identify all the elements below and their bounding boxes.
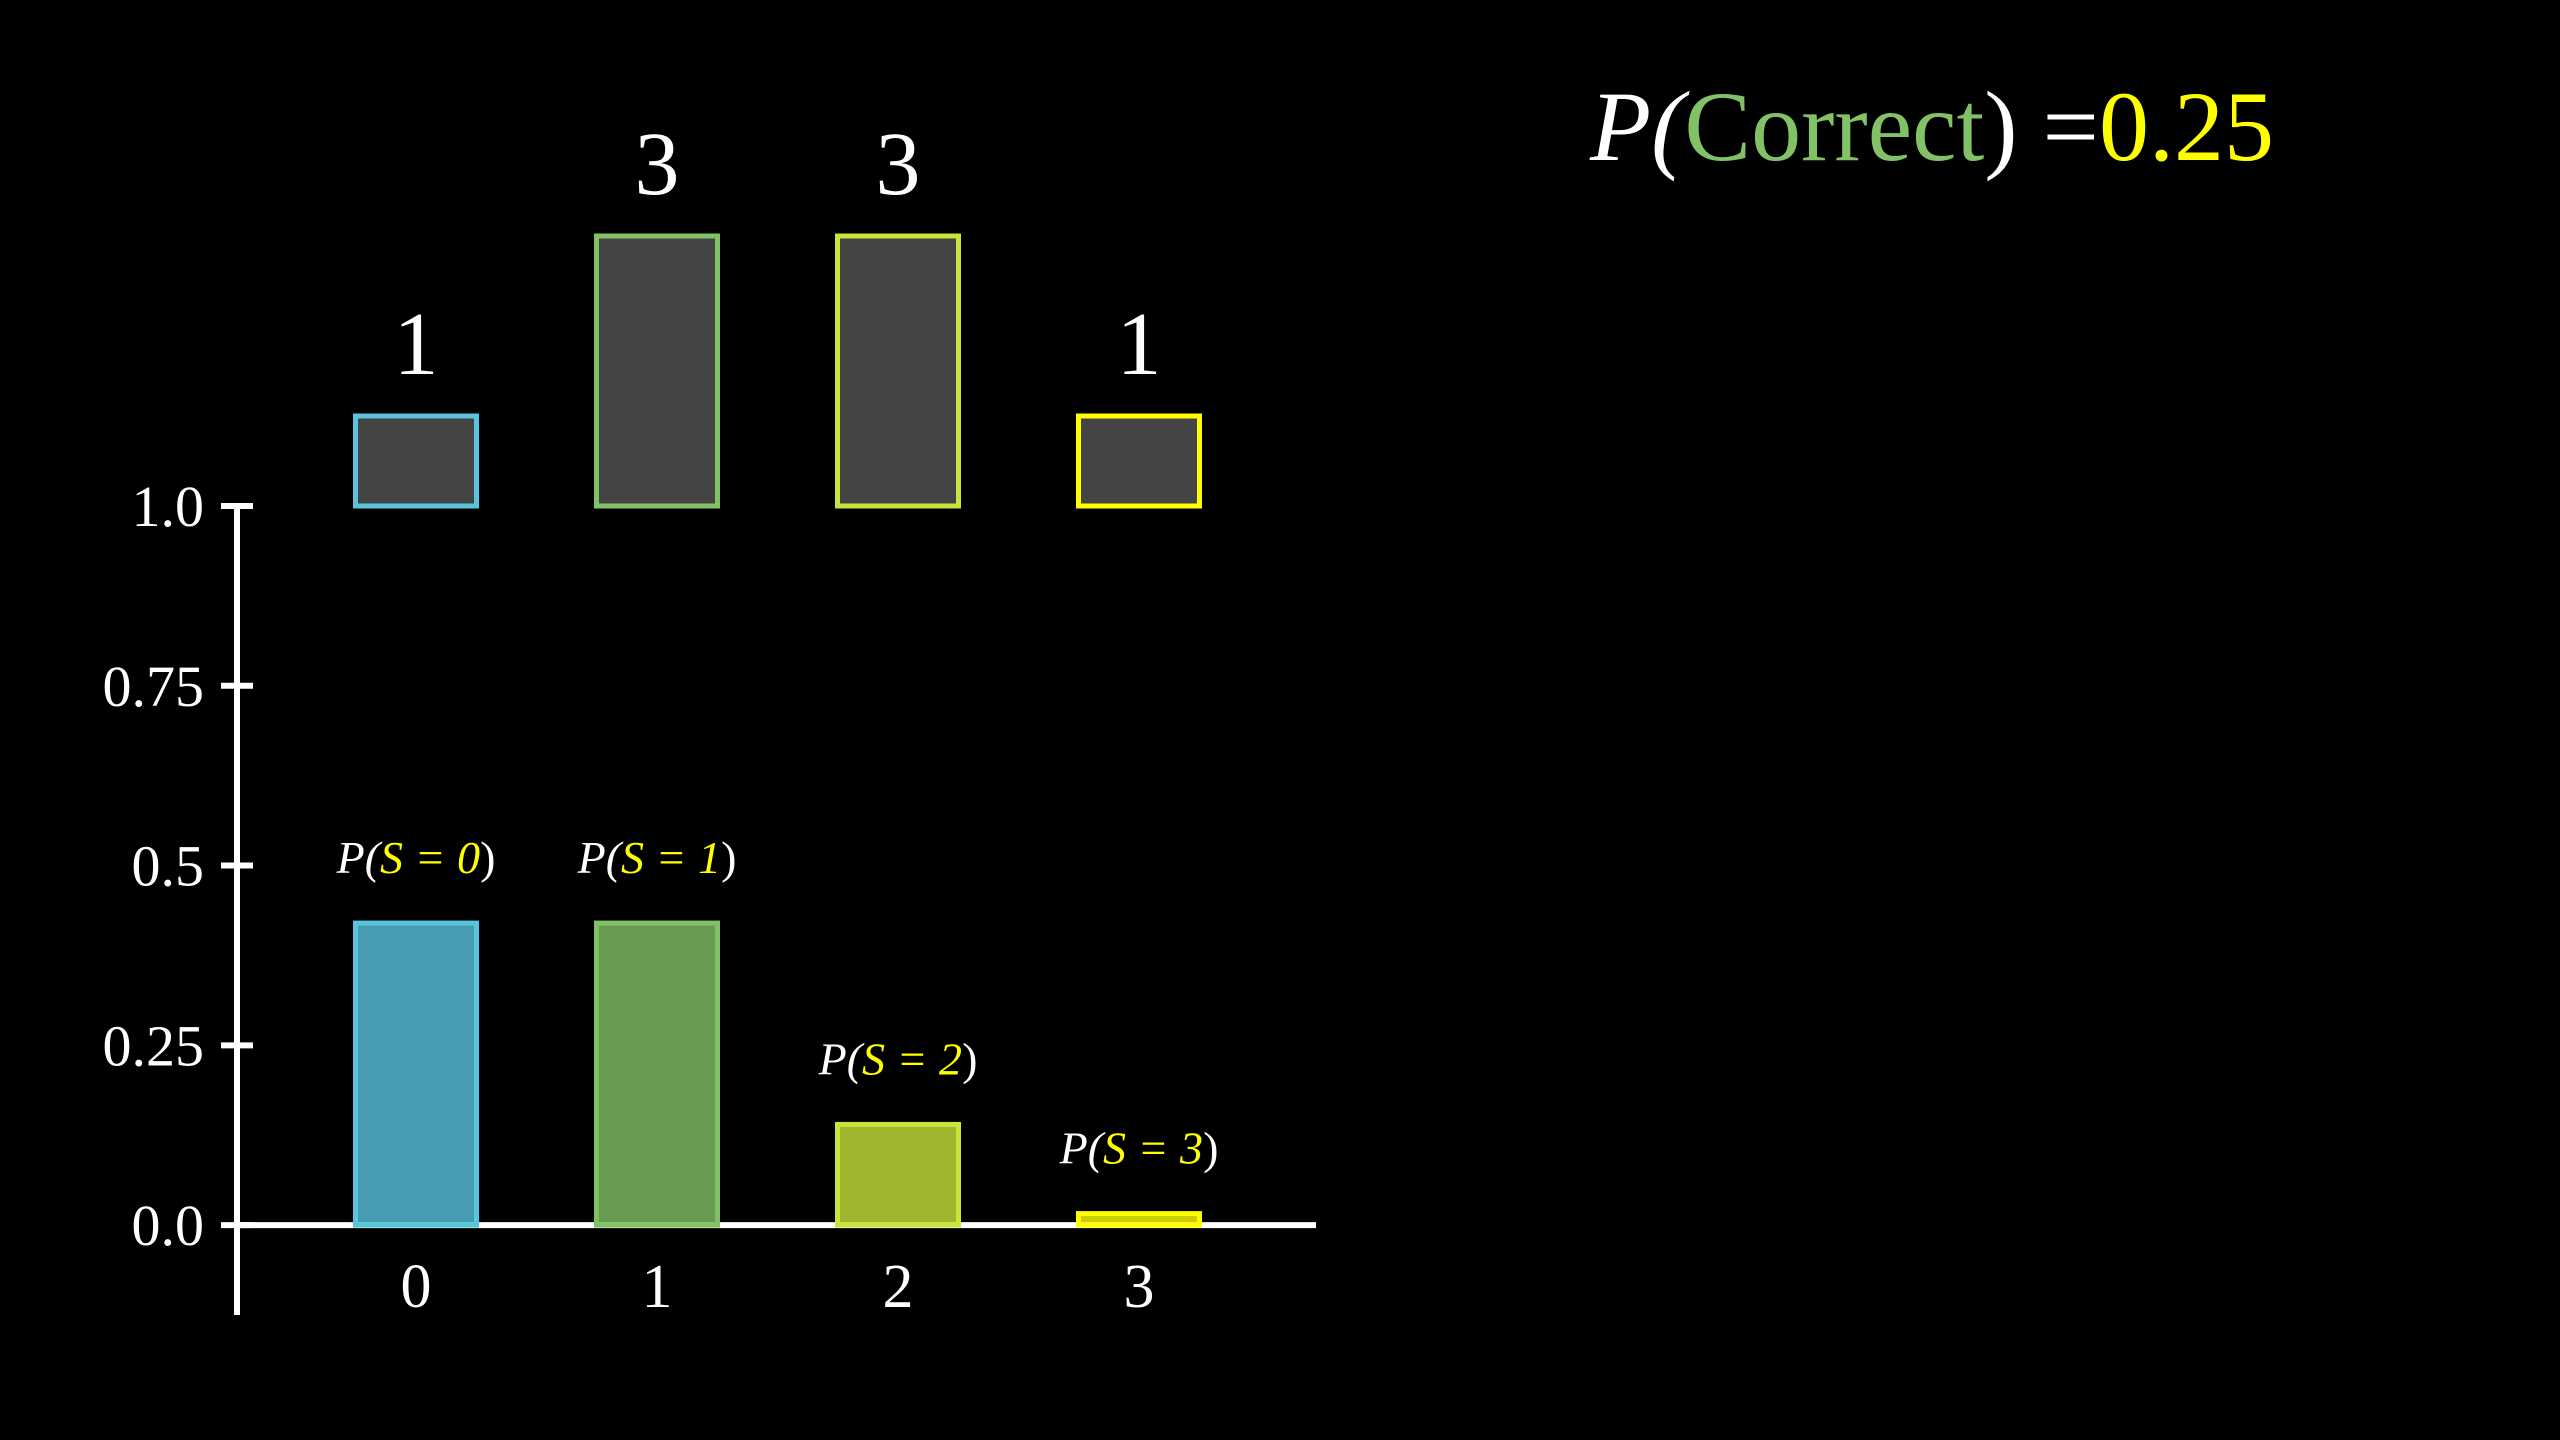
bar-label-part: S = 3 bbox=[1103, 1123, 1203, 1174]
x-tick-label: 3 bbox=[1124, 1253, 1155, 1321]
bar-label-part: P( bbox=[336, 832, 383, 883]
x-tick-label: 0 bbox=[401, 1253, 432, 1321]
bar-label-part: P( bbox=[1059, 1123, 1106, 1174]
count-label: 1 bbox=[1117, 295, 1162, 394]
bar-label: P(S = 2) bbox=[818, 1033, 978, 1084]
y-tick-label: 0.75 bbox=[103, 654, 205, 719]
bar-label-part: ) bbox=[1203, 1123, 1218, 1174]
bar-label: P(S = 3) bbox=[1059, 1123, 1219, 1174]
x-tick-label: 1 bbox=[642, 1253, 673, 1321]
formula-value: 0.25 bbox=[2099, 71, 2274, 182]
bar-label-part: P( bbox=[818, 1033, 865, 1084]
formula-part: P( bbox=[1589, 71, 1690, 182]
count-box bbox=[1076, 413, 1202, 509]
bar-label-part: S = 2 bbox=[862, 1033, 962, 1084]
bar-label: P(S = 0) bbox=[336, 832, 496, 883]
y-tick-label: 1.0 bbox=[132, 474, 205, 539]
bar bbox=[594, 920, 720, 1228]
formula-part: Correct bbox=[1684, 71, 1984, 182]
bar-label-part: P( bbox=[577, 832, 624, 883]
bar bbox=[835, 1121, 961, 1228]
x-tick-label: 2 bbox=[883, 1253, 914, 1321]
bar-label: P(S = 1) bbox=[577, 832, 737, 883]
bar-label-part: ) bbox=[480, 832, 495, 883]
y-tick-label: 0.25 bbox=[103, 1013, 205, 1078]
bar-label-part: S = 0 bbox=[380, 832, 480, 883]
bar-label-part: S = 1 bbox=[621, 832, 721, 883]
count-label: 3 bbox=[635, 115, 680, 214]
bar-label-part: ) bbox=[721, 832, 736, 883]
bar bbox=[1076, 1211, 1202, 1228]
count-label: 3 bbox=[876, 115, 921, 214]
count-box bbox=[594, 233, 720, 509]
bar-label-part: ) bbox=[962, 1033, 977, 1084]
count-label: 1 bbox=[394, 295, 439, 394]
y-tick-label: 0.0 bbox=[132, 1193, 205, 1258]
bar bbox=[353, 920, 479, 1228]
formula-part: ) = bbox=[1984, 71, 2099, 182]
count-box bbox=[353, 413, 479, 509]
formula: P(Correct) =0.25 bbox=[1589, 71, 2274, 182]
y-tick-label: 0.5 bbox=[132, 834, 205, 899]
count-box bbox=[835, 233, 961, 509]
